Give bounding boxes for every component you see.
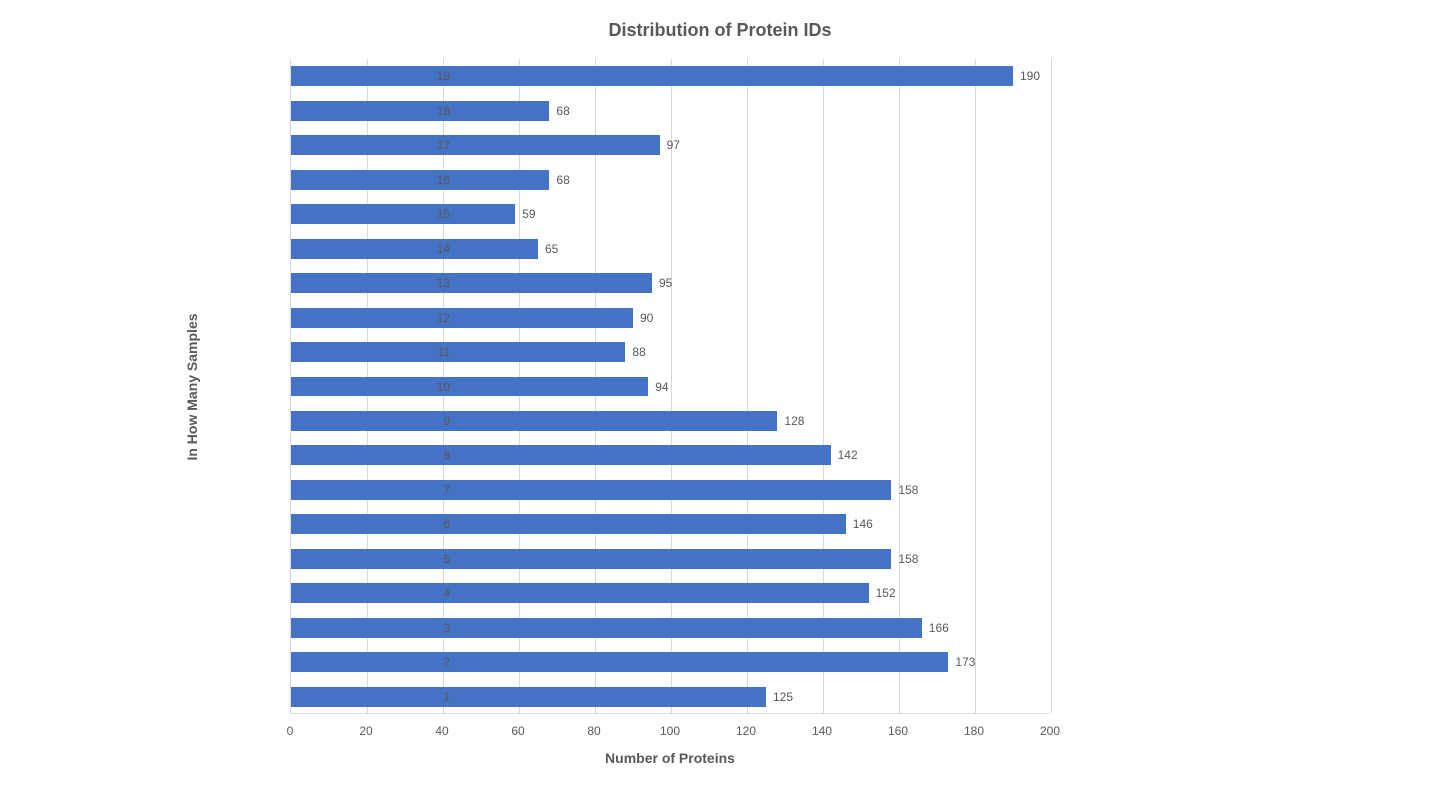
- bar: [291, 239, 538, 259]
- x-tick-label: 20: [359, 724, 372, 738]
- bar-data-label: 158: [898, 552, 918, 566]
- bar: [291, 583, 869, 603]
- bar-data-label: 68: [556, 104, 569, 118]
- y-tick-label: 6: [420, 517, 450, 531]
- x-tick-label: 0: [287, 724, 294, 738]
- plot: In How Many Samples Number of Proteins 0…: [240, 59, 1170, 784]
- bar-data-label: 88: [632, 345, 645, 359]
- x-tick-label: 80: [587, 724, 600, 738]
- bar-data-label: 59: [522, 207, 535, 221]
- y-tick-label: 9: [420, 414, 450, 428]
- bar-data-label: 142: [838, 448, 858, 462]
- bar-data-label: 166: [929, 621, 949, 635]
- x-tick-label: 40: [435, 724, 448, 738]
- bar: [291, 652, 948, 672]
- y-tick-label: 18: [420, 104, 450, 118]
- chart-title: Distribution of Protein IDs: [240, 20, 1200, 41]
- bar: [291, 135, 660, 155]
- plot-area: [290, 59, 1050, 714]
- y-tick-label: 5: [420, 552, 450, 566]
- bar-data-label: 94: [655, 380, 668, 394]
- y-tick-label: 2: [420, 655, 450, 669]
- bar-data-label: 125: [773, 690, 793, 704]
- bar: [291, 687, 766, 707]
- bar-data-label: 173: [955, 655, 975, 669]
- bar-data-label: 95: [659, 276, 672, 290]
- y-tick-label: 17: [420, 138, 450, 152]
- gridline: [823, 59, 824, 713]
- y-tick-label: 12: [420, 311, 450, 325]
- y-tick-label: 14: [420, 242, 450, 256]
- bar-data-label: 97: [667, 138, 680, 152]
- gridline: [899, 59, 900, 713]
- bar-data-label: 152: [876, 586, 896, 600]
- y-tick-label: 13: [420, 276, 450, 290]
- x-tick-label: 200: [1040, 724, 1060, 738]
- x-axis-title: Number of Proteins: [605, 750, 735, 766]
- bar: [291, 273, 652, 293]
- gridline: [975, 59, 976, 713]
- bar: [291, 514, 846, 534]
- bar-data-label: 190: [1020, 69, 1040, 83]
- chart-container: Distribution of Protein IDs In How Many …: [240, 20, 1200, 790]
- bar: [291, 480, 891, 500]
- gridline: [671, 59, 672, 713]
- bar: [291, 342, 625, 362]
- bar-data-label: 146: [853, 517, 873, 531]
- x-tick-label: 180: [964, 724, 984, 738]
- bar-data-label: 68: [556, 173, 569, 187]
- y-tick-label: 1: [420, 690, 450, 704]
- y-tick-label: 7: [420, 483, 450, 497]
- x-tick-label: 160: [888, 724, 908, 738]
- bar: [291, 411, 777, 431]
- y-tick-label: 16: [420, 173, 450, 187]
- bar: [291, 377, 648, 397]
- bar-data-label: 90: [640, 311, 653, 325]
- bar: [291, 66, 1013, 86]
- gridline: [747, 59, 748, 713]
- bar-data-label: 65: [545, 242, 558, 256]
- gridline: [1051, 59, 1052, 713]
- y-tick-label: 3: [420, 621, 450, 635]
- y-tick-label: 8: [420, 448, 450, 462]
- bar-data-label: 158: [898, 483, 918, 497]
- y-tick-label: 11: [420, 345, 450, 359]
- y-axis-title: In How Many Samples: [184, 313, 200, 460]
- x-tick-label: 100: [660, 724, 680, 738]
- bar: [291, 204, 515, 224]
- x-tick-label: 140: [812, 724, 832, 738]
- bar-data-label: 128: [784, 414, 804, 428]
- y-tick-label: 15: [420, 207, 450, 221]
- y-tick-label: 10: [420, 380, 450, 394]
- bar: [291, 308, 633, 328]
- y-tick-label: 19: [420, 69, 450, 83]
- x-tick-label: 120: [736, 724, 756, 738]
- bar: [291, 445, 831, 465]
- y-tick-label: 4: [420, 586, 450, 600]
- bar: [291, 618, 922, 638]
- bar: [291, 549, 891, 569]
- x-tick-label: 60: [511, 724, 524, 738]
